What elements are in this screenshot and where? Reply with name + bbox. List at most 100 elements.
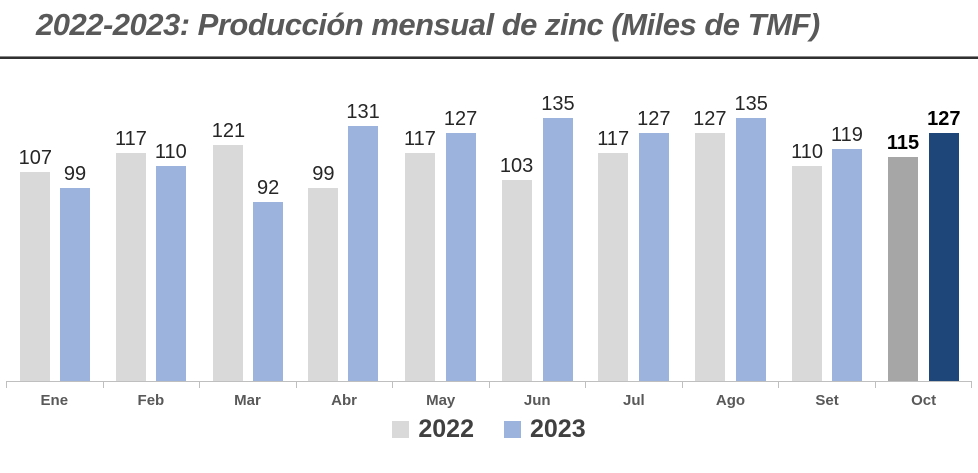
- bar-2022-feb: [115, 153, 146, 381]
- bar-value-label-2022-ago: 127: [693, 108, 727, 130]
- bar-2022-ene: [20, 172, 51, 381]
- bar-2023-feb: [155, 166, 186, 381]
- bar-2023-jun: [542, 118, 573, 381]
- bar-value-label-2023-feb: 110: [154, 141, 187, 163]
- x-axis-labels: Ene Feb Mar Abr May Jun Jul Ago Set Oct: [6, 388, 972, 409]
- bar-col-2023-ago: 135: [734, 93, 768, 381]
- bar-group-feb: 117 110: [103, 59, 200, 381]
- legend-item-2023: 2023: [504, 415, 586, 444]
- chart-title: 2022-2023: Producción mensual de zinc (M…: [36, 7, 820, 42]
- bar-col-2022-feb: 117: [115, 129, 147, 381]
- x-axis-tick: [104, 382, 200, 388]
- bar-group-mar: 121 92: [199, 59, 296, 381]
- bar-col-2022-jul: 117: [597, 129, 629, 381]
- x-axis-label-ene: Ene: [40, 392, 69, 409]
- bar-group-may: 117 127: [392, 59, 489, 381]
- x-axis-tick: [779, 382, 876, 388]
- bar-group-oct: 115 127: [875, 59, 972, 381]
- bar-value-label-2022-jun: 103: [499, 155, 534, 177]
- bar-col-2022-ene: 107: [19, 148, 52, 381]
- bar-value-label-2023-ene: 99: [63, 163, 87, 185]
- x-axis-tick: [876, 382, 972, 388]
- legend-item-2022: 2022: [392, 415, 474, 444]
- bar-value-label-2022-mar: 121: [211, 120, 246, 142]
- bar-col-2023-abr: 131: [346, 101, 380, 381]
- x-axis-tick: [586, 382, 683, 388]
- bar-value-label-2022-ene: 107: [18, 147, 52, 169]
- bar-value-label-2023-abr: 131: [346, 101, 380, 123]
- x-axis-label-may: May: [426, 392, 456, 409]
- chart-legend: 2022 2023: [0, 415, 978, 444]
- bar-value-label-2023-mar: 92: [257, 177, 280, 199]
- bar-group-ago: 127 135: [682, 59, 779, 381]
- x-axis-line: [6, 381, 972, 382]
- x-axis-tick: [393, 382, 490, 388]
- bar-group-jul: 117 127: [586, 59, 683, 381]
- x-axis-ticks: [6, 382, 972, 388]
- bar-2022-jul: [598, 153, 629, 381]
- bar-value-label-2023-set: 119: [831, 124, 863, 146]
- legend-label-2022: 2022: [418, 415, 474, 443]
- bar-col-2023-oct: 127: [927, 109, 960, 381]
- bar-2023-set: [831, 149, 862, 381]
- bar-2022-abr: [308, 188, 339, 381]
- bar-group-set: 110 119: [779, 59, 876, 381]
- bar-col-2023-jul: 127: [637, 109, 670, 381]
- x-axis-label-ago: Ago: [715, 392, 746, 409]
- bar-2023-mar: [253, 202, 284, 381]
- x-axis-tick: [297, 382, 393, 388]
- title-divider: [0, 56, 978, 59]
- bar-2023-ago: [736, 118, 767, 381]
- x-axis-label-jul: Jul: [623, 392, 645, 409]
- bar-col-2023-mar: 92: [253, 177, 284, 381]
- bar-2023-ene: [59, 188, 90, 381]
- bar-col-2022-may: 117: [404, 129, 436, 381]
- x-axis-label-feb: Feb: [137, 392, 165, 409]
- bar-col-2022-jun: 103: [500, 156, 533, 381]
- plot-area: 107 99 117 110 121 92 99 131 117 127 103 135 117 127 1…: [6, 59, 972, 381]
- bar-value-label-2022-oct: 115: [886, 132, 920, 154]
- bar-value-label-2023-jun: 135: [541, 93, 575, 115]
- x-axis-label-mar: Mar: [234, 392, 261, 409]
- x-axis-label-abr: Abr: [331, 392, 357, 409]
- bar-col-2022-abr: 99: [308, 163, 339, 381]
- bar-2022-mar: [213, 145, 244, 381]
- bar-value-label-2023-oct: 127: [927, 108, 961, 130]
- bar-col-2023-ene: 99: [59, 163, 90, 381]
- bar-2023-oct: [928, 133, 959, 381]
- bar-col-2023-set: 119: [831, 125, 863, 381]
- x-axis-tick: [683, 382, 779, 388]
- bar-2022-oct: [887, 157, 918, 381]
- legend-swatch-2022: [392, 421, 410, 438]
- bar-2022-may: [404, 153, 435, 381]
- bar-2022-ago: [694, 133, 725, 381]
- x-axis-tick: [490, 382, 586, 388]
- bar-value-label-2022-set: 110: [791, 141, 824, 163]
- bar-col-2022-mar: 121: [212, 121, 245, 381]
- bar-value-label-2022-abr: 99: [312, 163, 335, 185]
- bar-2023-jul: [638, 133, 669, 381]
- bar-2022-set: [792, 166, 823, 381]
- bar-value-label-2023-jul: 127: [637, 108, 671, 130]
- x-axis-label-set: Set: [815, 392, 839, 409]
- legend-swatch-2023: [504, 421, 521, 438]
- bar-col-2023-may: 127: [444, 109, 477, 381]
- bar-chart: 107 99 117 110 121 92 99 131 117 127 103 135 117 127 1…: [0, 59, 978, 409]
- x-axis-label-oct: Oct: [911, 392, 937, 409]
- bar-col-2022-set: 110: [791, 142, 823, 381]
- bar-value-label-2022-may: 117: [404, 128, 436, 150]
- x-axis-label-jun: Jun: [523, 392, 551, 409]
- bar-col-2023-jun: 135: [541, 93, 575, 381]
- bar-value-label-2023-may: 127: [443, 108, 478, 130]
- bar-group-jun: 103 135: [489, 59, 586, 381]
- legend-label-2023: 2023: [530, 415, 586, 443]
- chart-header: 2022-2023: Producción mensual de zinc (M…: [0, 0, 978, 43]
- bar-2023-abr: [348, 126, 379, 381]
- x-axis-tick: [200, 382, 297, 388]
- bar-group-ene: 107 99: [6, 59, 103, 381]
- bar-col-2022-ago: 127: [693, 109, 726, 381]
- bar-value-label-2023-ago: 135: [734, 93, 768, 115]
- bar-2023-may: [445, 133, 476, 381]
- bar-group-abr: 99 131: [296, 59, 393, 381]
- bar-col-2023-feb: 110: [155, 142, 187, 381]
